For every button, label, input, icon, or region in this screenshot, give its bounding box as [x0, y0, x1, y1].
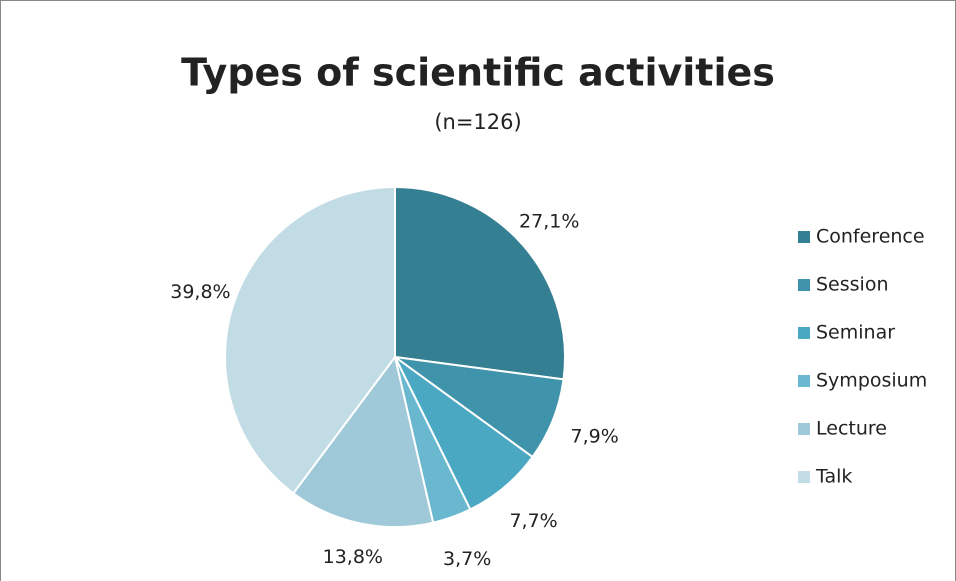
- pie-slice: [394, 185, 566, 381]
- data-label: 39,8%: [170, 281, 230, 303]
- legend-swatch: [798, 231, 810, 243]
- legend-label: Seminar: [816, 322, 895, 344]
- legend-label: Lecture: [816, 418, 887, 440]
- data-label: 27,1%: [519, 210, 579, 232]
- chart-subtitle: (n=126): [434, 110, 521, 134]
- legend-swatch: [798, 471, 810, 483]
- legend-swatch: [798, 375, 810, 387]
- chart-title: Types of scientific activities: [181, 51, 775, 95]
- data-label: 7,9%: [571, 425, 619, 447]
- legend-label: Session: [816, 274, 889, 296]
- legend-label: Symposium: [816, 370, 927, 392]
- data-label: 13,8%: [323, 546, 383, 568]
- pie-slice: [291, 354, 435, 528]
- legend-swatch: [798, 279, 810, 291]
- legend-swatch: [798, 327, 810, 339]
- data-label: 3,7%: [443, 548, 491, 570]
- legend-label: Talk: [815, 466, 852, 488]
- data-label: 7,7%: [509, 510, 557, 532]
- legend-label: Conference: [816, 226, 925, 248]
- pie-slice: [224, 185, 396, 495]
- legend-swatch: [798, 423, 810, 435]
